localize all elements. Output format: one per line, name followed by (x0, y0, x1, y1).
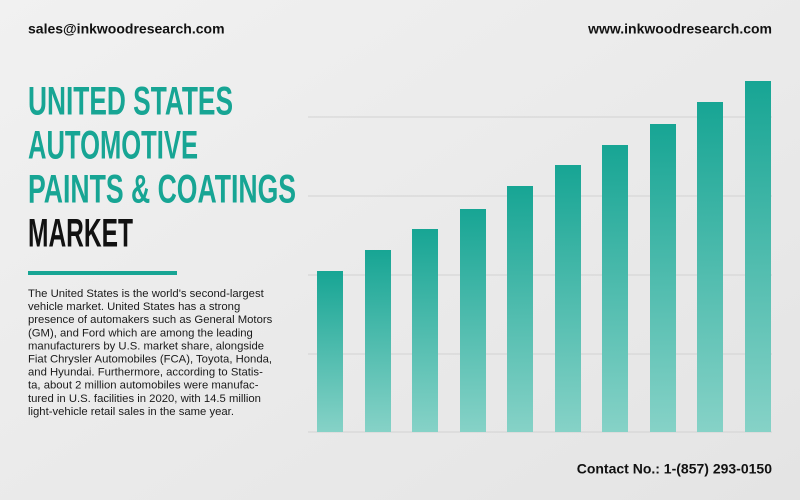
description-line: manufacturers by U.S. market share, alon… (28, 340, 264, 352)
bar (555, 165, 581, 432)
title-line: UNITED STATES (28, 80, 233, 124)
decorative-chart (308, 81, 772, 433)
description-line: Fiat Chrysler Automobiles (FCA), Toyota,… (28, 353, 272, 365)
description-line: tured in U.S. facilities in 2020, with 1… (28, 393, 261, 405)
title-line: MARKET (28, 212, 133, 256)
bar (460, 209, 486, 432)
bar (650, 124, 676, 432)
description-line: The United States is the world's second-… (28, 288, 265, 300)
description-line: (GM), and Ford which are among the leadi… (28, 327, 253, 339)
description-line: light-vehicle retail sales in the same y… (28, 406, 234, 418)
email: sales@inkwoodresearch.com (28, 21, 225, 37)
description-line: and Hyundai. Furthermore, according to S… (28, 367, 263, 379)
description-line: vehicle market. United States has a stro… (28, 301, 240, 313)
description: The United States is the world's second-… (28, 288, 273, 418)
bar (697, 102, 723, 432)
bar (602, 145, 628, 432)
contact: Contact No.: 1-(857) 293-0150 (577, 461, 773, 477)
title-line: AUTOMOTIVE (28, 124, 198, 168)
bar (365, 250, 391, 432)
description-line: ta, about 2 million automobiles were man… (28, 380, 259, 392)
title-underline (28, 271, 177, 275)
bar (412, 229, 438, 432)
bar (745, 81, 771, 432)
title-line: PAINTS & COATINGS (28, 168, 296, 212)
bar (317, 271, 343, 432)
website: www.inkwoodresearch.com (587, 21, 772, 37)
bar (507, 186, 533, 432)
description-line: presence of automakers such as General M… (28, 314, 273, 326)
